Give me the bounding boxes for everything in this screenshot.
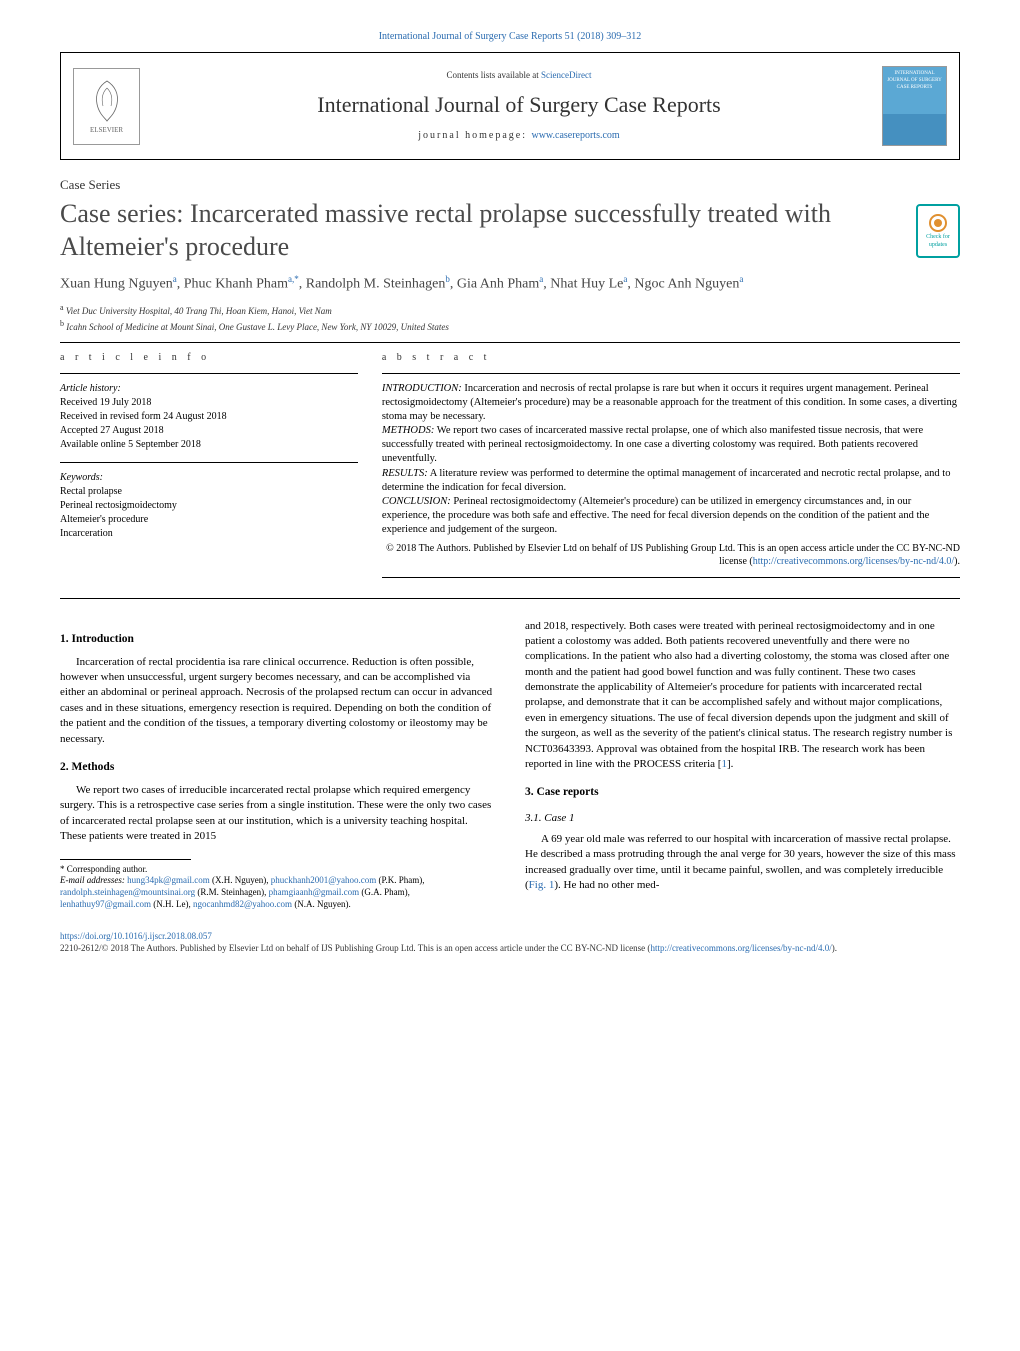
email-link[interactable]: lenhathuy97@gmail.com bbox=[60, 899, 151, 909]
keyword: Rectal prolapse bbox=[60, 485, 358, 499]
history-block: Article history: Received 19 July 2018Re… bbox=[60, 382, 358, 452]
email-owner: (P.K. Pham), bbox=[378, 875, 424, 885]
page: International Journal of Surgery Case Re… bbox=[0, 0, 1020, 985]
affiliations: a Viet Duc University Hospital, 40 Trang… bbox=[60, 302, 960, 333]
keyword: Incarceration bbox=[60, 527, 358, 541]
section-intro-head: 1. Introduction bbox=[60, 631, 495, 647]
cc-license-link-bottom[interactable]: http://creativecommons.org/licenses/by-n… bbox=[650, 943, 831, 953]
keywords-label: Keywords: bbox=[60, 471, 358, 485]
email-owner: (R.M. Steinhagen), bbox=[197, 887, 266, 897]
history-label: Article history: bbox=[60, 382, 358, 396]
abstract-text: INTRODUCTION: Incarceration and necrosis… bbox=[382, 382, 960, 569]
section-methods-head: 2. Methods bbox=[60, 759, 495, 775]
email-link[interactable]: phamgiaanh@gmail.com bbox=[269, 887, 360, 897]
keywords-block: Keywords: Rectal prolapsePerineal rectos… bbox=[60, 471, 358, 541]
abstract-results-label: RESULTS: bbox=[382, 468, 428, 479]
history-line: Accepted 27 August 2018 bbox=[60, 424, 358, 438]
crossmark-badge[interactable]: Check for updates bbox=[916, 204, 960, 258]
affiliation: a Viet Duc University Hospital, 40 Trang… bbox=[60, 302, 960, 318]
abstract: a b s t r a c t INTRODUCTION: Incarcerat… bbox=[382, 351, 960, 586]
right-column: and 2018, respectively. Both cases were … bbox=[525, 619, 960, 911]
authors: Xuan Hung Nguyena, Phuc Khanh Phama,*, R… bbox=[60, 273, 960, 294]
case1-head: 3.1. Case 1 bbox=[525, 811, 960, 826]
keyword: Altemeier's procedure bbox=[60, 513, 358, 527]
corresponding-author: * Corresponding author. bbox=[60, 864, 495, 876]
footnote-rule bbox=[60, 859, 191, 860]
footnote: * Corresponding author. E-mail addresses… bbox=[60, 864, 495, 911]
methods-paragraph: We report two cases of irreducible incar… bbox=[60, 783, 495, 845]
abstract-conclusion-label: CONCLUSION: bbox=[382, 496, 451, 507]
email-owner: (N.H. Le), bbox=[153, 899, 191, 909]
journal-cover-icon: INTERNATIONAL JOURNAL OF SURGERY CASE RE… bbox=[882, 66, 947, 146]
email-link[interactable]: phuckhanh2001@yahoo.com bbox=[271, 875, 377, 885]
email-link[interactable]: randolph.steinhagen@mountsinai.org bbox=[60, 887, 195, 897]
email-owner: (G.A. Pham), bbox=[361, 887, 410, 897]
cc-license-link[interactable]: http://creativecommons.org/licenses/by-n… bbox=[753, 556, 954, 567]
info-abstract-row: a r t i c l e i n f o Article history: R… bbox=[60, 351, 960, 586]
left-column: 1. Introduction Incarceration of rectal … bbox=[60, 619, 495, 911]
history-line: Received in revised form 24 August 2018 bbox=[60, 410, 358, 424]
affiliation: b Icahn School of Medicine at Mount Sina… bbox=[60, 318, 960, 334]
abstract-head: a b s t r a c t bbox=[382, 351, 960, 365]
homepage-link[interactable]: www.casereports.com bbox=[531, 130, 619, 141]
email-owner: (X.H. Nguyen), bbox=[212, 875, 269, 885]
article-title: Case series: Incarcerated massive rectal… bbox=[60, 198, 906, 263]
history-line: Available online 5 September 2018 bbox=[60, 438, 358, 452]
email-link[interactable]: hung34pk@gmail.com bbox=[127, 875, 210, 885]
body-columns: 1. Introduction Incarceration of rectal … bbox=[60, 619, 960, 911]
article-info: a r t i c l e i n f o Article history: R… bbox=[60, 351, 358, 586]
fig-1-link[interactable]: Fig. 1 bbox=[529, 879, 555, 891]
email-owner: (N.A. Nguyen). bbox=[294, 899, 351, 909]
case1-paragraph: A 69 year old male was referred to our h… bbox=[525, 832, 960, 894]
journal-title: International Journal of Surgery Case Re… bbox=[156, 90, 882, 121]
article-type: Case Series bbox=[60, 176, 960, 194]
sciencedirect-link[interactable]: ScienceDirect bbox=[541, 70, 591, 80]
header-box: ELSEVIER Contents lists available at Sci… bbox=[60, 52, 960, 160]
journal-ref[interactable]: International Journal of Surgery Case Re… bbox=[60, 30, 960, 44]
bottom-copyright: 2210-2612/© 2018 The Authors. Published … bbox=[60, 943, 960, 955]
abstract-intro-label: INTRODUCTION: bbox=[382, 383, 462, 394]
hr-rule bbox=[60, 342, 960, 343]
history-line: Received 19 July 2018 bbox=[60, 396, 358, 410]
section-cases-head: 3. Case reports bbox=[525, 784, 960, 800]
methods-continuation: and 2018, respectively. Both cases were … bbox=[525, 619, 960, 773]
header-center: Contents lists available at ScienceDirec… bbox=[156, 69, 882, 142]
crossmark-icon bbox=[928, 213, 948, 233]
article-info-head: a r t i c l e i n f o bbox=[60, 351, 358, 365]
elsevier-label: ELSEVIER bbox=[90, 126, 123, 136]
homepage-line: journal homepage: www.casereports.com bbox=[156, 129, 882, 143]
elsevier-logo: ELSEVIER bbox=[73, 68, 140, 145]
abstract-methods-label: METHODS: bbox=[382, 425, 435, 436]
doi-link[interactable]: https://doi.org/10.1016/j.ijscr.2018.08.… bbox=[60, 930, 960, 943]
abstract-copyright: © 2018 The Authors. Published by Elsevie… bbox=[382, 542, 960, 569]
keyword: Perineal rectosigmoidectomy bbox=[60, 499, 358, 513]
email-link[interactable]: ngocanhmd82@yahoo.com bbox=[193, 899, 292, 909]
hr-rule bbox=[60, 598, 960, 599]
intro-paragraph: Incarceration of rectal procidentia isa … bbox=[60, 655, 495, 747]
email-label: E-mail addresses: bbox=[60, 875, 127, 885]
contents-available: Contents lists available at ScienceDirec… bbox=[156, 69, 882, 82]
